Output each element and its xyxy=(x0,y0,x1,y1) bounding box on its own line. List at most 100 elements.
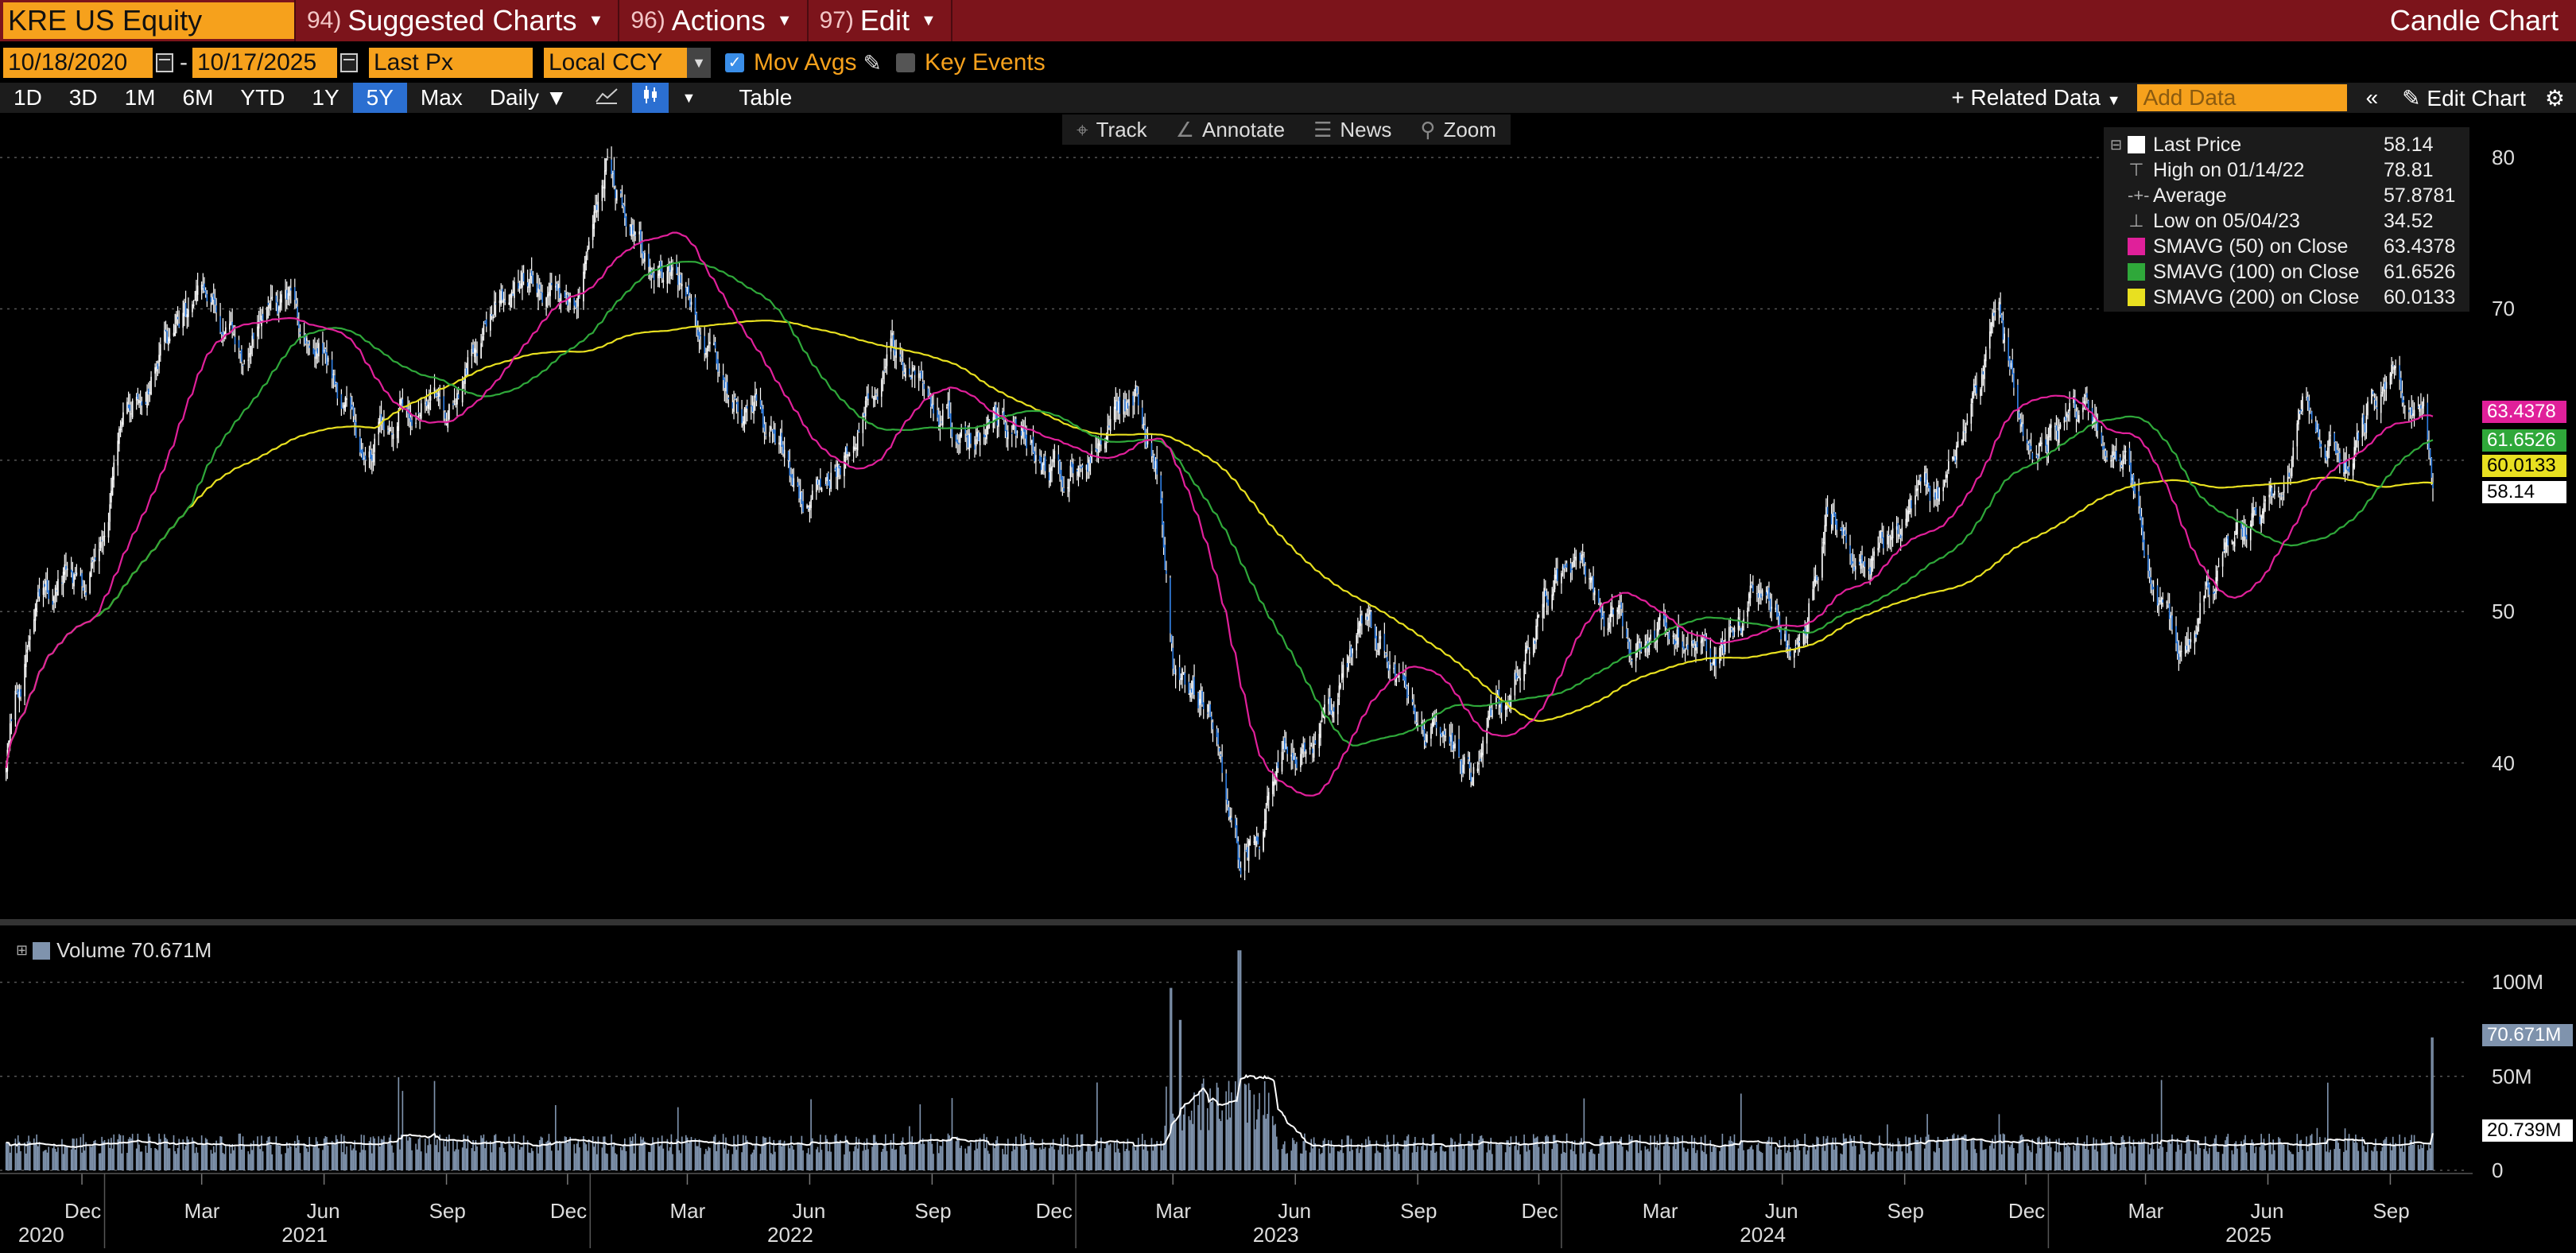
key-events-checkbox[interactable] xyxy=(895,53,915,72)
candle-body xyxy=(308,345,311,348)
candle-body xyxy=(1060,470,1062,480)
volume-bar xyxy=(2244,1135,2246,1170)
edit-menu[interactable]: 97) Edit ▼ xyxy=(806,0,951,41)
edit-chart-button[interactable]: ✎ Edit Chart xyxy=(2386,85,2542,111)
legend-low[interactable]: ⊥ Low on 05/04/23 34.52 xyxy=(2104,208,2469,234)
candle-body xyxy=(262,313,264,320)
caret-down-icon: ▼ xyxy=(545,85,568,110)
volume-bar xyxy=(1468,1141,1471,1170)
volume-bar xyxy=(1887,1124,1888,1170)
annotate-tool[interactable]: ∠ Annotate xyxy=(1162,114,1299,145)
volume-bar xyxy=(2401,1144,2403,1170)
candle-body xyxy=(706,348,708,357)
frequency-select[interactable]: Daily ▼ xyxy=(476,83,581,113)
candle-body xyxy=(340,394,343,409)
legend-sma100[interactable]: SMAVG (100) on Close 61.6526 xyxy=(2104,259,2469,285)
range-ytd[interactable]: YTD xyxy=(240,85,285,110)
candle-body xyxy=(1282,740,1284,749)
volume-bar xyxy=(391,1145,393,1170)
calendar-icon[interactable] xyxy=(340,53,358,72)
track-tool[interactable]: ⌖ Track xyxy=(1062,114,1162,145)
table-button[interactable]: Table xyxy=(739,85,793,110)
volume-bar xyxy=(745,1135,747,1170)
range-max[interactable]: Max xyxy=(420,85,463,110)
candle-body xyxy=(838,464,840,469)
legend-last-price[interactable]: ⊟ Last Price 58.14 xyxy=(2104,132,2469,157)
volume-bar xyxy=(874,1135,876,1170)
volume-bar xyxy=(677,1107,679,1170)
start-date-field[interactable]: 10/18/2020 xyxy=(3,48,153,78)
candle-body xyxy=(455,403,457,405)
candle-body xyxy=(354,419,355,423)
volume-bar xyxy=(2420,1144,2422,1170)
candle-body xyxy=(230,321,232,325)
currency-dropdown-icon[interactable]: ▼ xyxy=(687,48,711,78)
expand-plus-icon[interactable]: ⊞ xyxy=(16,942,29,958)
price-field-select[interactable]: Last Px xyxy=(369,48,533,78)
line-chart-icon[interactable] xyxy=(581,83,632,113)
collapse-minus-icon[interactable]: ⊟ xyxy=(2110,136,2123,153)
candle-body xyxy=(793,478,795,488)
volume-bar xyxy=(1692,1148,1694,1170)
volume-bar xyxy=(949,1135,950,1170)
candle-body xyxy=(1743,619,1744,623)
suggested-charts-menu[interactable]: 94) Suggested Charts ▼ xyxy=(294,0,618,41)
range-1d[interactable]: 1D xyxy=(14,85,42,110)
zoom-tool[interactable]: ⚲ Zoom xyxy=(1406,114,1511,145)
settings-gear-icon[interactable]: ⚙ xyxy=(2544,85,2565,111)
range-3d[interactable]: 3D xyxy=(68,85,98,110)
range-1m[interactable]: 1M xyxy=(124,85,156,110)
collapse-icon[interactable]: « xyxy=(2365,85,2379,110)
candle-body xyxy=(10,719,13,722)
legend-sma50[interactable]: SMAVG (50) on Close 63.4378 xyxy=(2104,234,2469,259)
volume-bar xyxy=(1026,1150,1028,1170)
candle-body xyxy=(1603,613,1605,626)
volume-bar xyxy=(1752,1149,1754,1170)
candle-body xyxy=(481,336,483,341)
currency-select[interactable]: Local CCY xyxy=(544,48,687,78)
mov-avgs-checkbox[interactable]: ✓ xyxy=(725,53,744,72)
candle-body xyxy=(510,294,511,308)
chart-style-dropdown-icon[interactable]: ▼ xyxy=(681,90,696,106)
related-data-menu[interactable]: + Related Data ▼ xyxy=(1935,85,2136,111)
chart-area[interactable] xyxy=(0,113,2576,1253)
add-data-input[interactable]: Add Data xyxy=(2136,84,2347,111)
month-tick-label: Jun xyxy=(792,1199,826,1223)
candle-body xyxy=(520,283,522,286)
candle-body xyxy=(359,436,361,453)
candle-body xyxy=(1907,510,1908,522)
range-5y[interactable]: 5Y xyxy=(352,83,407,113)
volume-bar xyxy=(709,1147,711,1170)
candle-body xyxy=(1035,455,1037,462)
volume-bar xyxy=(1611,1141,1613,1170)
actions-menu[interactable]: 96) Actions ▼ xyxy=(618,0,806,41)
candle-body xyxy=(2344,462,2346,475)
candle-body xyxy=(1014,418,1017,436)
candle-body xyxy=(346,398,347,400)
candle-body xyxy=(1976,385,1977,394)
candle-chart-icon[interactable] xyxy=(631,83,669,113)
pencil-icon[interactable]: ✎ xyxy=(863,50,882,76)
legend-high[interactable]: ⊤ High on 01/14/22 78.81 xyxy=(2104,157,2469,183)
volume-bar xyxy=(444,1146,446,1170)
candle-body xyxy=(708,345,710,348)
range-6m[interactable]: 6M xyxy=(182,85,214,110)
ticker-field[interactable]: KRE US Equity xyxy=(3,2,294,39)
news-tool[interactable]: ☰ News xyxy=(1299,114,1406,145)
legend-average[interactable]: -+- Average 57.8781 xyxy=(2104,183,2469,208)
volume-bar xyxy=(1247,1123,1248,1170)
end-date-field[interactable]: 10/17/2025 xyxy=(192,48,337,78)
volume-bar xyxy=(2326,1082,2329,1170)
volume-bar xyxy=(1443,1151,1445,1170)
volume-bar xyxy=(1063,1134,1065,1170)
calendar-icon[interactable] xyxy=(156,53,173,72)
volume-bar xyxy=(1378,1152,1380,1170)
candle-body xyxy=(2395,366,2396,368)
month-tick-label: Mar xyxy=(669,1199,706,1223)
range-1y[interactable]: 1Y xyxy=(312,85,339,110)
volume-bar xyxy=(821,1150,823,1170)
candle-body xyxy=(382,418,384,421)
legend-sma200[interactable]: SMAVG (200) on Close 60.0133 xyxy=(2104,285,2469,310)
volume-bar xyxy=(1684,1151,1686,1170)
candle-body xyxy=(1600,607,1602,619)
